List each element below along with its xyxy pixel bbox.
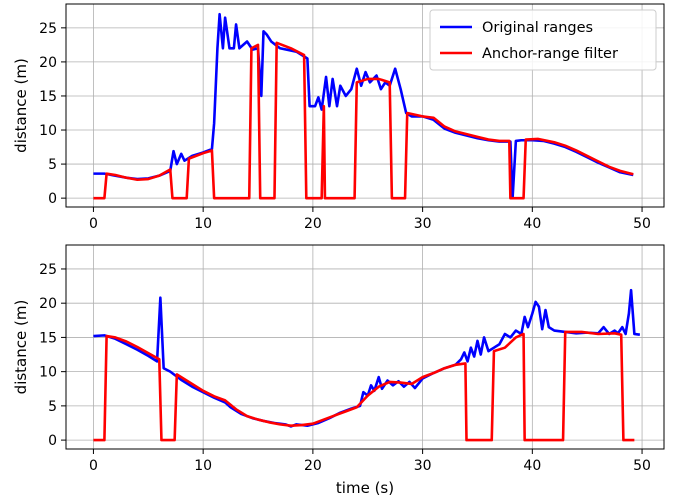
y-tick-label: 5	[48, 157, 57, 173]
plot-frame	[65, 244, 665, 450]
y-axis-label: distance (m)	[12, 58, 30, 153]
y-tick-label: 0	[48, 191, 57, 207]
y-tick-label: 20	[39, 296, 57, 312]
x-tick-label: 0	[89, 458, 98, 474]
y-axis-label: distance (m)	[12, 300, 30, 395]
x-tick-label: 0	[89, 216, 98, 232]
y-tick-label: 20	[39, 55, 57, 71]
legend-label: Anchor-range filter	[482, 46, 618, 62]
x-tick-label: 40	[523, 216, 541, 232]
y-tick-label: 5	[48, 399, 57, 415]
x-tick-label: 30	[414, 458, 432, 474]
y-tick-label: 15	[39, 330, 57, 346]
chart-bottom: 0 10 20 30 40 50 0 5 10 15 20 25 distance (m) time (s…	[12, 244, 665, 497]
x-tick-label: 40	[523, 458, 541, 474]
x-tick-label: 50	[633, 216, 651, 232]
y-tick-label: 15	[39, 89, 57, 105]
x-axis-label: time (s)	[336, 479, 394, 497]
x-tick-label: 50	[633, 458, 651, 474]
x-tick-label: 10	[194, 458, 212, 474]
x-tick-label: 20	[304, 458, 322, 474]
y-tick-label: 0	[48, 433, 57, 449]
legend-box	[429, 9, 657, 71]
x-tick-label: 10	[194, 216, 212, 232]
legend-label: Original ranges	[482, 20, 593, 36]
y-tick-label: 10	[39, 365, 57, 381]
chart-top: 0 10 20 30 40 50 0 5 10 15 20 25 distance (m) Origina…	[12, 3, 665, 232]
x-tick-label: 30	[414, 216, 432, 232]
legend: Original ranges Anchor-range filter	[429, 9, 657, 71]
plot-frame	[65, 3, 665, 208]
y-tick-label: 25	[39, 262, 57, 278]
y-tick-label: 25	[39, 21, 57, 37]
series-anchor-range-filter-line	[93, 330, 635, 442]
x-tick-label: 20	[304, 216, 322, 232]
series-anchor-range-filter-line	[93, 41, 634, 200]
y-tick-label: 10	[39, 123, 57, 139]
